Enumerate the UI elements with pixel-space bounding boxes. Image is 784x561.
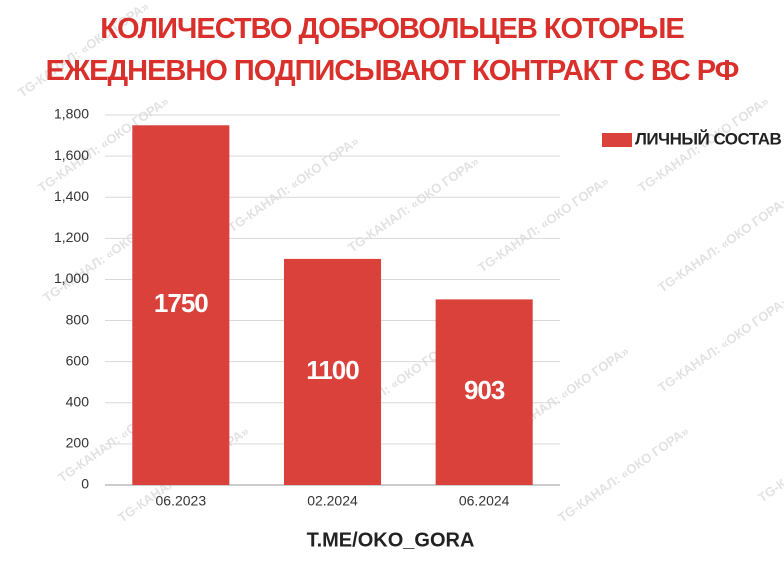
legend-swatch	[602, 133, 632, 147]
x-tick-label: 06.2024	[459, 493, 510, 509]
watermark: TG-КАНАЛ: «ОКО ГОРА»	[345, 153, 482, 255]
y-tick-label: 800	[66, 311, 90, 327]
watermark: TG-КАНАЛ: «ОКО ГОРА»	[475, 173, 612, 275]
watermark: TG-КАНАЛ: «ОКО ГОРА»	[755, 403, 784, 505]
y-tick-label: 1,800	[54, 106, 89, 122]
y-tick-label: 400	[66, 393, 90, 409]
legend-label: ЛИЧНЫЙ СОСТАВ	[635, 129, 781, 148]
x-axis-label: T.ME/OKO_GORA	[307, 529, 475, 551]
y-tick-label: 1,200	[54, 229, 89, 245]
y-tick-label: 200	[66, 435, 90, 451]
data-label: 903	[464, 375, 505, 405]
data-label: 1750	[154, 288, 208, 318]
y-tick-label: 1,000	[54, 270, 89, 286]
x-tick-label: 02.2024	[307, 493, 358, 509]
y-tick-label: 0	[81, 476, 89, 492]
watermark: TG-КАНАЛ: «ОКО ГОРА»	[555, 423, 692, 525]
bar	[435, 299, 533, 485]
bar	[283, 258, 382, 485]
data-label: 1100	[306, 355, 359, 385]
bar	[132, 125, 230, 486]
x-tick-label: 06.2023	[156, 493, 207, 509]
y-tick-label: 600	[66, 352, 90, 368]
y-tick-label: 1,600	[54, 147, 89, 163]
watermark: TG-КАНАЛ: «ОКО ГОРА»	[655, 193, 784, 295]
watermark: TG-КАНАЛ: «ОКО ГОРА»	[655, 293, 784, 395]
chart-title: КОЛИЧЕСТВО ДОБРОВОЛЬЦЕВ КОТОРЫЕ ЕЖЕДНЕВН…	[45, 13, 740, 87]
y-tick-label: 1,400	[54, 188, 89, 204]
watermark: TG-КАНАЛ: «ОКО ГОРА»	[225, 133, 362, 235]
